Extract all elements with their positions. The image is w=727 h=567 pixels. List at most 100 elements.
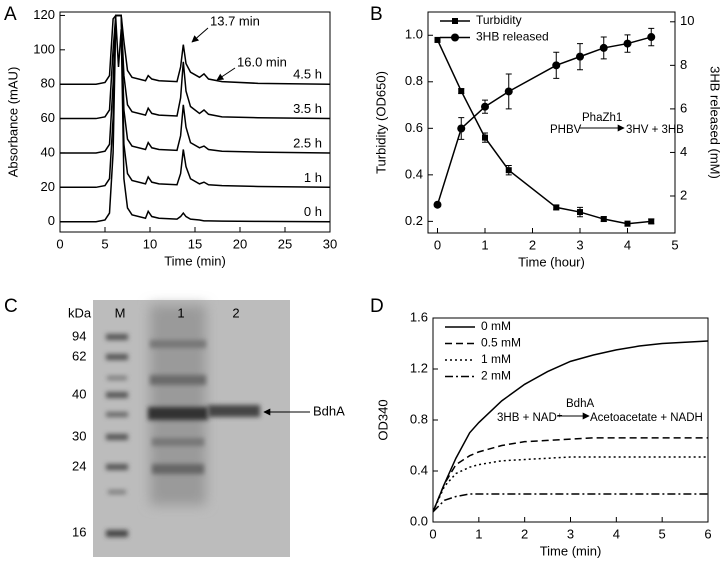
series-label: 4.5 h bbox=[293, 67, 322, 82]
x-axis-label: Time (min) bbox=[540, 543, 602, 558]
y2-tick-label: 4 bbox=[680, 144, 687, 159]
series-label: 3.5 h bbox=[293, 101, 322, 116]
annotation: Acetoacetate + NADH bbox=[590, 412, 703, 424]
marker-label: 62 bbox=[72, 348, 86, 363]
plot-frame bbox=[59, 11, 331, 233]
marker bbox=[481, 102, 489, 111]
x-tick-label: 25 bbox=[278, 236, 292, 251]
y-tick-label: 0.6 bbox=[405, 120, 423, 135]
marker bbox=[434, 36, 441, 43]
series-label: 0 h bbox=[304, 204, 322, 219]
y-tick-label: 1.6 bbox=[410, 309, 428, 324]
y-tick-label: 0.0 bbox=[410, 513, 428, 528]
marker bbox=[647, 33, 656, 42]
y-tick-label: 0 bbox=[48, 213, 55, 228]
y2-tick-label: 8 bbox=[680, 57, 687, 72]
marker bbox=[624, 220, 631, 227]
series-line bbox=[433, 456, 708, 513]
x-tick-label: 5 bbox=[659, 526, 666, 541]
series-line bbox=[60, 14, 330, 154]
x-tick-label: 15 bbox=[188, 236, 202, 251]
panel-letter: C bbox=[4, 296, 18, 317]
plot-frame bbox=[427, 11, 676, 234]
marker bbox=[505, 167, 512, 174]
x-tick-label: 0 bbox=[56, 236, 63, 251]
legend-label: 1 mM bbox=[481, 352, 511, 366]
y-tick-label: 1.0 bbox=[405, 27, 423, 42]
marker-label: 40 bbox=[72, 386, 86, 401]
series-line bbox=[433, 340, 708, 513]
y-tick-label: 80 bbox=[41, 76, 55, 91]
x-tick-label: 4 bbox=[624, 237, 631, 252]
x-tick-label: 2 bbox=[529, 237, 536, 252]
lane-label: 2 bbox=[232, 305, 239, 320]
annotation: 13.7 min bbox=[210, 13, 260, 28]
marker-label: 16 bbox=[72, 524, 86, 539]
y-tick-label: 0.2 bbox=[405, 213, 423, 228]
series-label: 1 h bbox=[304, 170, 322, 185]
x-tick-label: 1 bbox=[481, 237, 488, 252]
y-axis-label: OD340 bbox=[375, 399, 390, 440]
series-line bbox=[433, 493, 708, 513]
marker bbox=[600, 216, 607, 223]
series-line bbox=[60, 14, 330, 189]
x-axis-label: Time (hour) bbox=[518, 254, 585, 269]
panel-letter: D bbox=[370, 296, 384, 317]
marker-lane bbox=[106, 334, 128, 537]
legend-label: 0 mM bbox=[481, 319, 511, 333]
y-axis-label: Turbidity (OD650) bbox=[373, 71, 388, 174]
marker bbox=[648, 218, 655, 225]
y2-tick-label: 10 bbox=[680, 13, 694, 28]
series-line bbox=[60, 14, 330, 120]
annotation: 16.0 min bbox=[237, 54, 287, 69]
y-tick-label: 0.4 bbox=[405, 166, 423, 181]
panel-letter: B bbox=[370, 4, 383, 25]
marker bbox=[451, 33, 459, 42]
x-tick-label: 0 bbox=[434, 237, 441, 252]
y-tick-label: 0.8 bbox=[410, 411, 428, 426]
lane-2-band bbox=[208, 405, 260, 417]
marker-label: 30 bbox=[72, 428, 86, 443]
y-tick-label: 100 bbox=[33, 41, 55, 56]
x-tick-label: 6 bbox=[704, 526, 711, 541]
marker bbox=[577, 209, 583, 216]
legend-label: 0.5 mM bbox=[481, 336, 521, 350]
marker bbox=[599, 43, 608, 52]
marker bbox=[433, 200, 442, 209]
annotation: PhaZh1 bbox=[582, 112, 622, 124]
x-axis-label: Time (min) bbox=[164, 253, 226, 268]
annotation-arrow bbox=[216, 67, 236, 81]
y-tick-label: 0.4 bbox=[410, 462, 428, 477]
chart-panel: D 0 1 2 3 4 5 6 0.0 0.4 0.8 1.2 1.6 Time (min) OD340 0 … bbox=[370, 296, 712, 558]
band-label: BdhA bbox=[313, 403, 345, 418]
lane-label: 1 bbox=[177, 305, 184, 320]
y-tick-label: 0.8 bbox=[405, 73, 423, 88]
y-tick-label: 40 bbox=[41, 144, 55, 159]
y2-tick-label: 2 bbox=[680, 187, 687, 202]
annotation: PHBV bbox=[550, 124, 582, 136]
chart-panel: B 0 1 2 3 4 5 0.2 0.4 0.6 0.8 1.0 2 4 6 8 10 Time (hour) T… bbox=[370, 4, 723, 269]
annotation: BdhA bbox=[566, 398, 594, 410]
series-line bbox=[433, 437, 708, 513]
y-tick-label: 1.2 bbox=[410, 360, 428, 375]
series-line bbox=[60, 14, 330, 85]
y2-axis-label: 3HB released (mM) bbox=[708, 66, 723, 179]
y-axis-label: Absorbance (mAU) bbox=[5, 67, 20, 178]
x-tick-label: 30 bbox=[323, 236, 337, 251]
x-tick-label: 10 bbox=[143, 236, 157, 251]
x-tick-label: 2 bbox=[521, 526, 528, 541]
x-tick-label: 0 bbox=[429, 526, 436, 541]
annotation: 3HB + NAD⁺ bbox=[497, 412, 563, 424]
marker bbox=[553, 204, 560, 211]
gel-panel: C kDa 94 62 40 30 bbox=[4, 296, 345, 557]
marker bbox=[482, 134, 488, 141]
series-label: 2.5 h bbox=[293, 135, 322, 150]
x-tick-label: 5 bbox=[671, 237, 678, 252]
plot-frame bbox=[432, 317, 709, 523]
legend-label: 3HB released bbox=[476, 30, 549, 44]
legend-label: 2 mM bbox=[481, 369, 511, 383]
marker-label: 24 bbox=[72, 458, 86, 473]
x-tick-label: 3 bbox=[567, 526, 574, 541]
y-tick-label: 60 bbox=[41, 110, 55, 125]
